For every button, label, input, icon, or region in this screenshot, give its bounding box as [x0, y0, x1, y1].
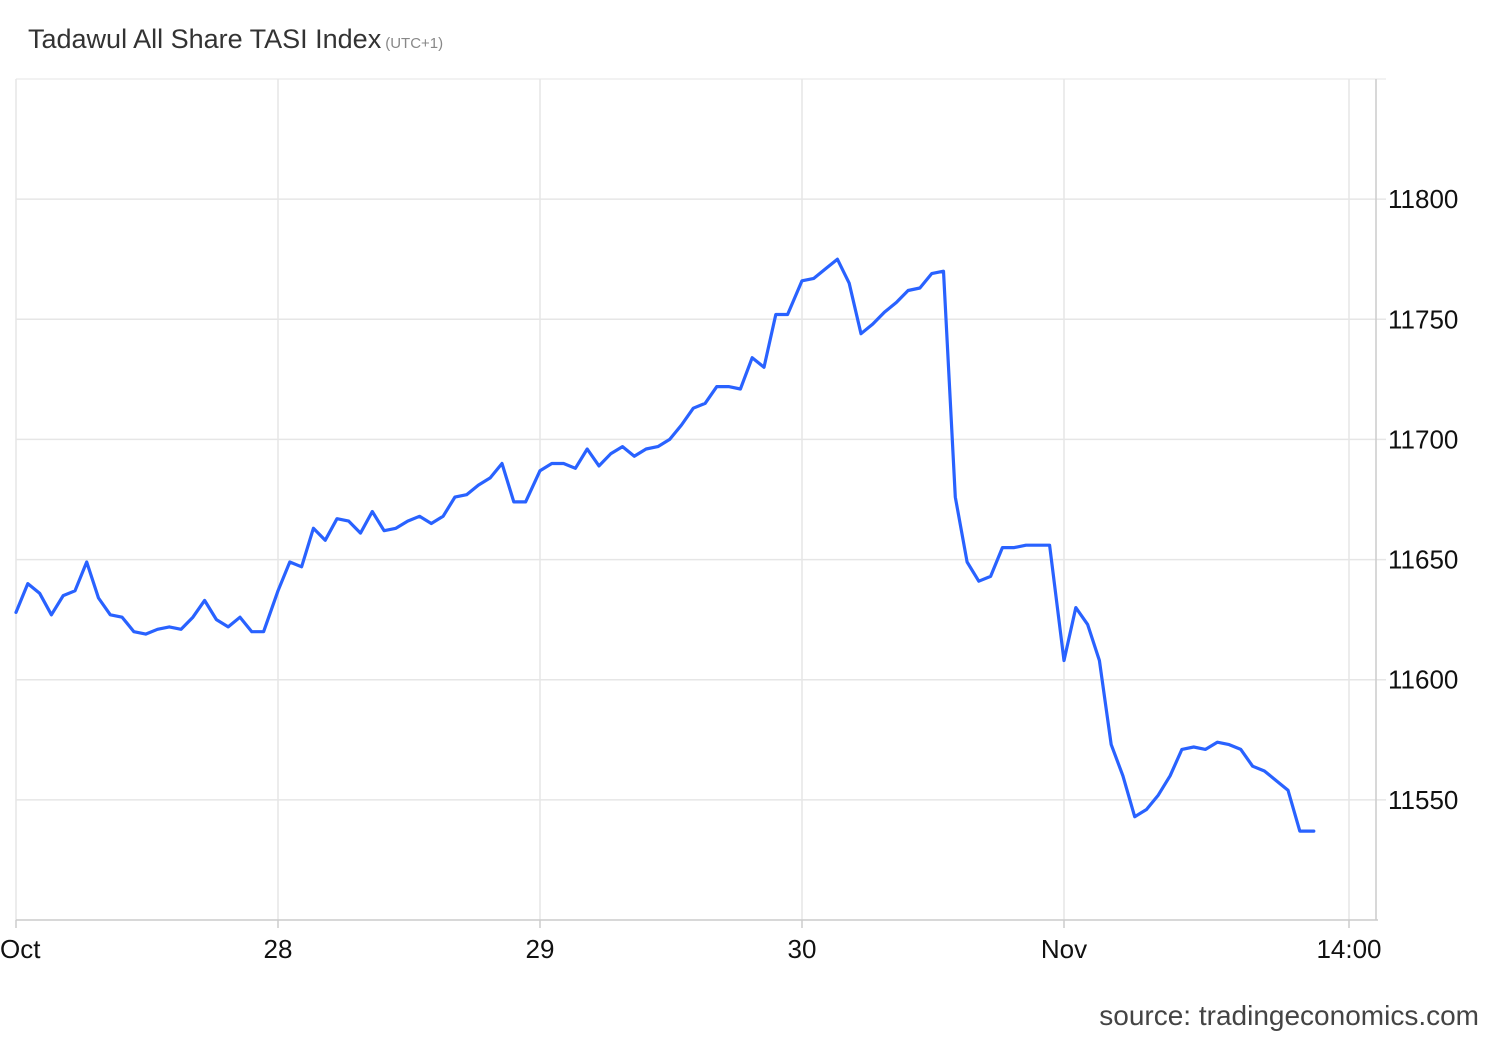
y-tick-label: 11550 [1388, 785, 1458, 815]
chart-title: Tadawul All Share TASI Index [28, 24, 382, 54]
x-tick-label: 14:00 [1316, 934, 1381, 964]
source-label: source: tradingeconomics.com [1099, 1000, 1479, 1031]
chart-subtitle: (UTC+1) [385, 35, 444, 52]
y-tick-label: 11800 [1388, 184, 1458, 214]
x-tick-label: Oct [0, 934, 41, 964]
line-chart: 11550 11600 11650 11700 11750 11800 Oct 28 29 30 N… [0, 78, 1458, 964]
y-tick-label: 11750 [1388, 304, 1458, 334]
series-line-tasi [14, 257, 1316, 833]
x-tick-label: 29 [526, 934, 555, 964]
x-tick-label: 28 [264, 934, 293, 964]
x-tick-label: Nov [1041, 934, 1087, 964]
y-tick-label: 11600 [1388, 665, 1458, 695]
y-tick-label: 11650 [1388, 545, 1458, 575]
x-tick-label: 30 [788, 934, 817, 964]
chart-title-block: Tadawul All Share TASI Index (UTC+1) [28, 24, 443, 55]
y-tick-label: 11700 [1388, 424, 1458, 454]
